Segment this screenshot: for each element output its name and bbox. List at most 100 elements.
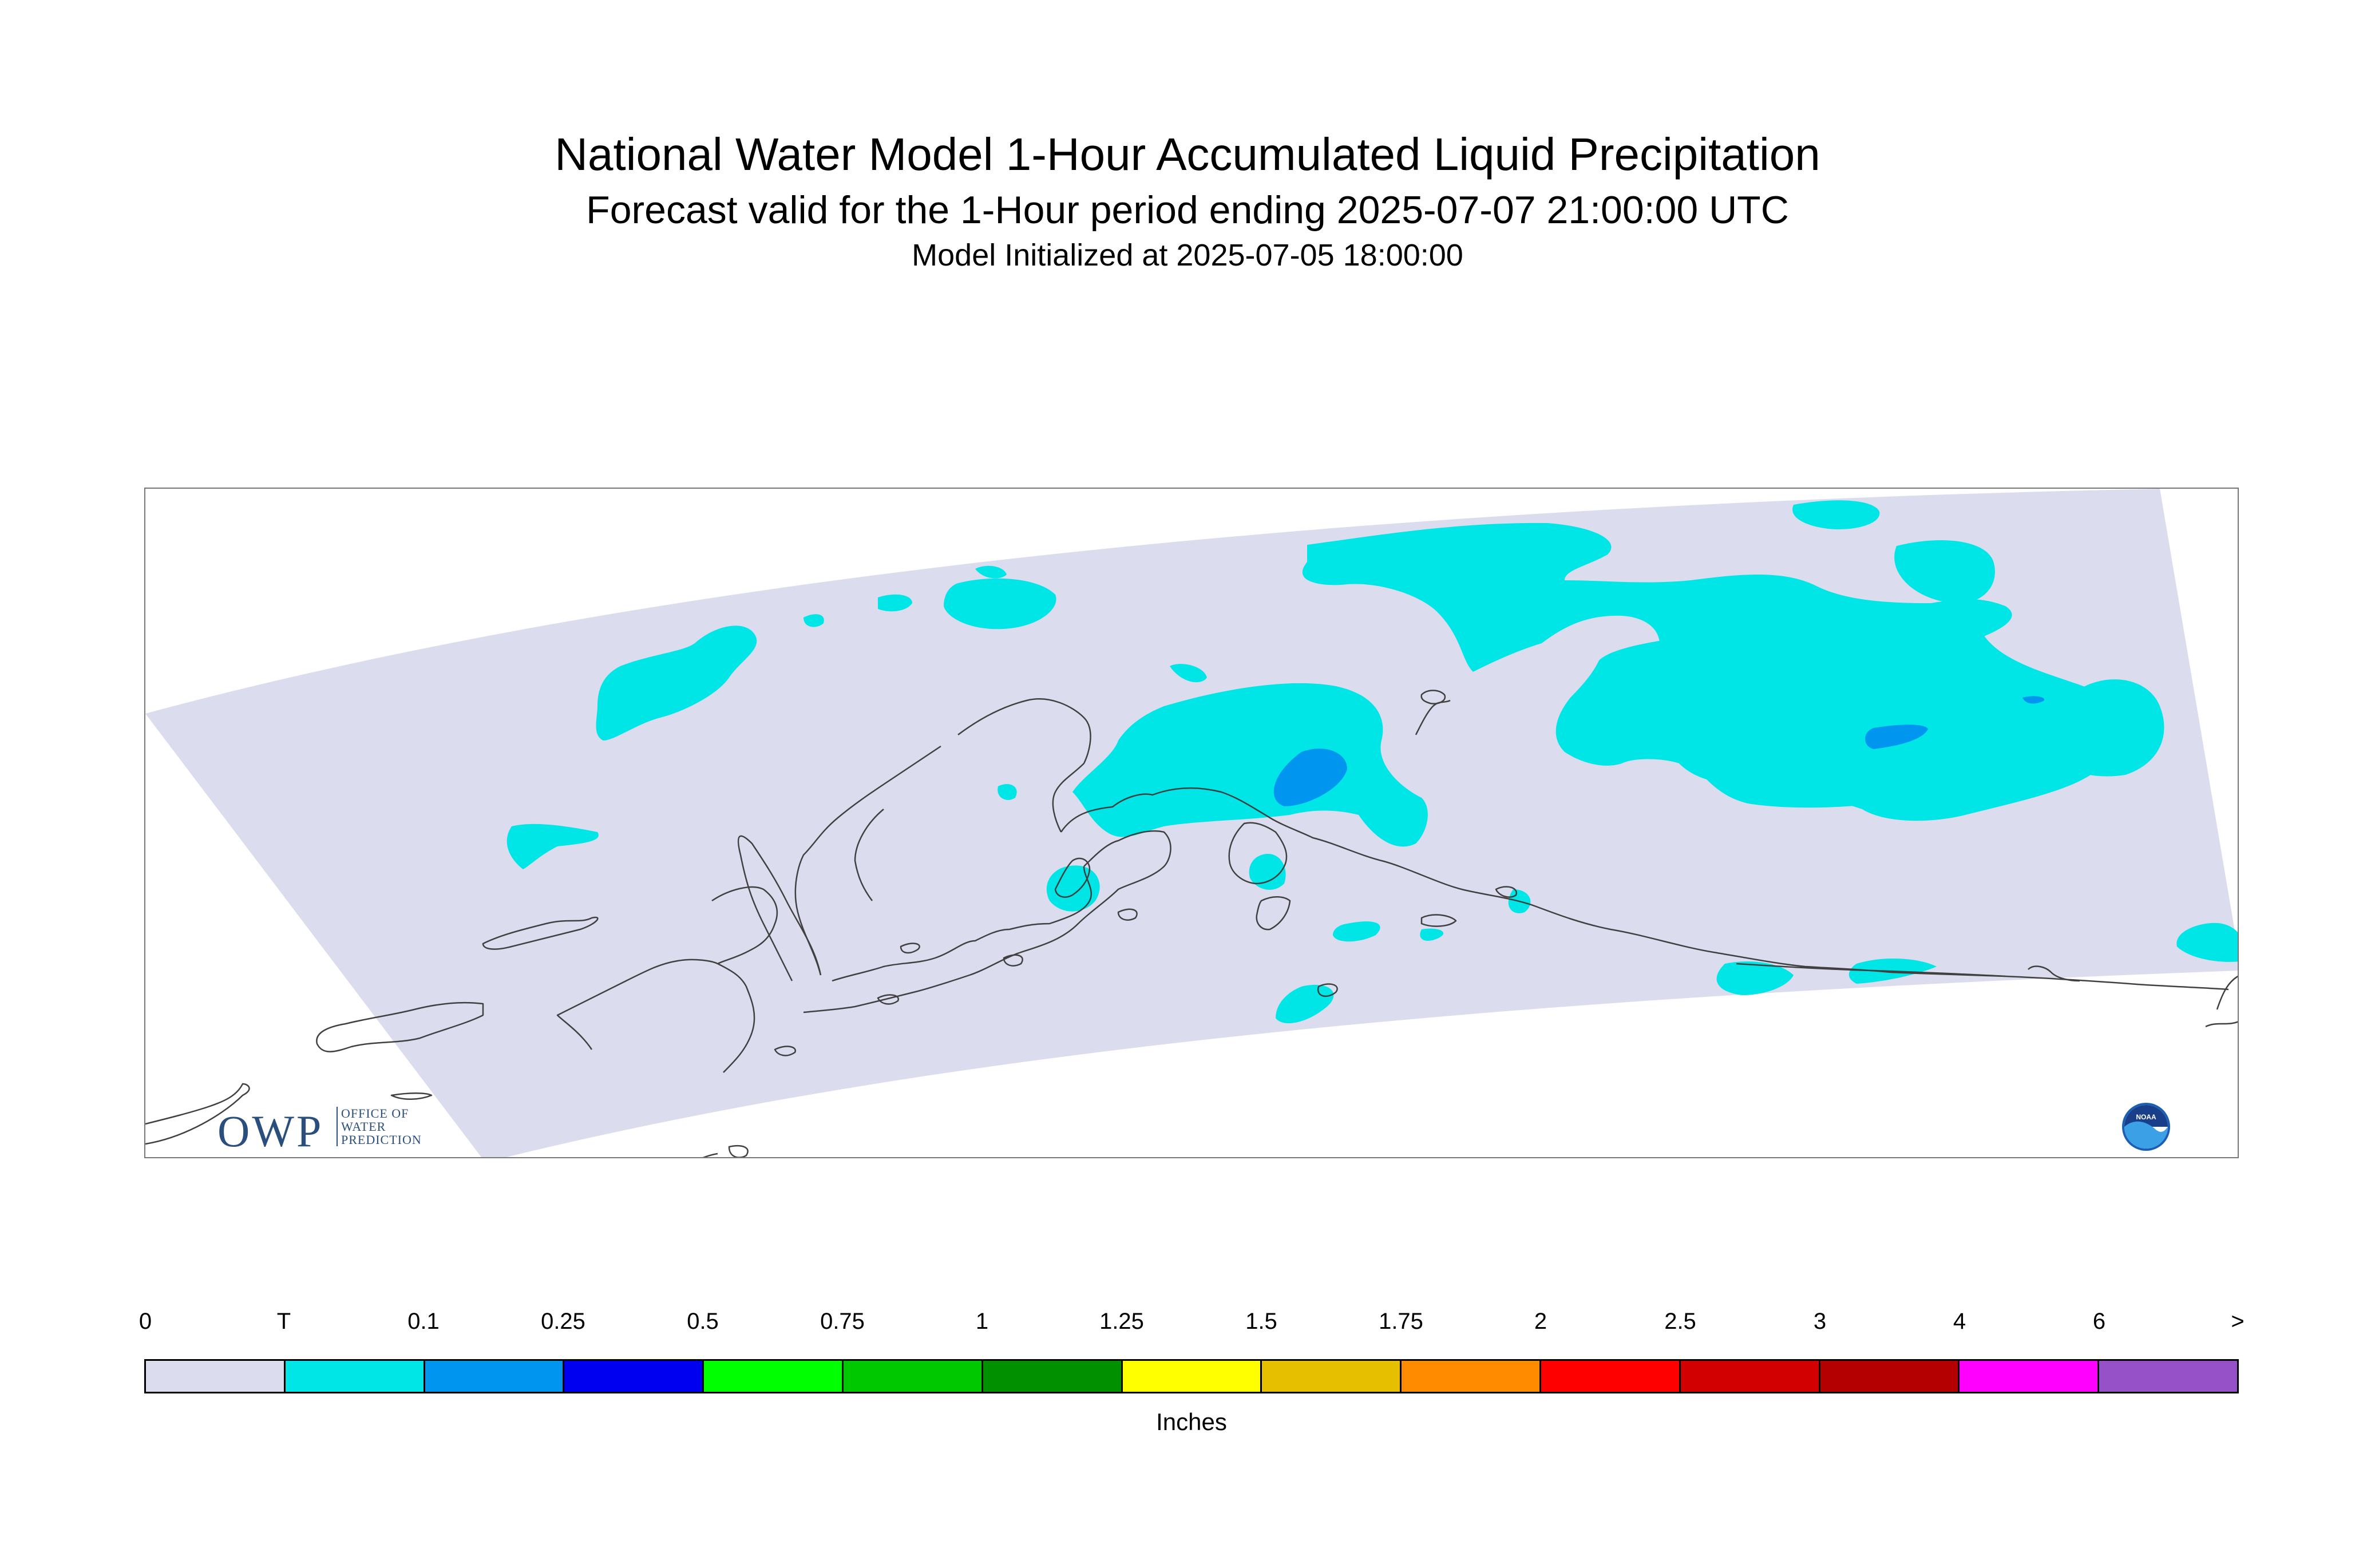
legend-color-box: [2099, 1361, 2237, 1392]
map-panel[interactable]: OWP OFFICE OF WATER PREDICTION NOAA: [144, 488, 2239, 1158]
coastline: [711, 886, 778, 965]
legend-color-box: [425, 1361, 565, 1392]
coastline: [1317, 983, 1338, 997]
coastline: [737, 835, 822, 981]
owp-logo-line: OFFICE OF: [341, 1106, 409, 1120]
legend-color-box: [1122, 1361, 1262, 1392]
legend-tick-label: 0.25: [541, 1309, 585, 1334]
owp-logo-line: PREDICTION: [341, 1133, 422, 1147]
coastline: [803, 830, 1171, 1013]
light-precip-areas: [1273, 696, 2045, 806]
coastline: [728, 1145, 749, 1157]
coastline: [316, 1001, 484, 1052]
legend-color-box: [1402, 1361, 1541, 1392]
legend-tick-label: 1.5: [1245, 1309, 1277, 1334]
precip-area: [878, 594, 912, 612]
legend-color-box: [1262, 1361, 1402, 1392]
coastline: [1495, 886, 1517, 898]
noaa-logo: NOAA: [2122, 1103, 2170, 1151]
coastline: [482, 916, 599, 950]
model-init-line: Model Initialized at 2025-07-05 18:00:00: [912, 238, 1463, 272]
legend-tick-label: 0: [138, 1309, 152, 1334]
precip-area: [1792, 500, 1880, 529]
legend-tick-label: 2: [1534, 1309, 1547, 1334]
coastline: [1256, 896, 1291, 930]
coastline: [2205, 1021, 2238, 1028]
legend-color-box: [983, 1361, 1123, 1392]
map-subtitle: Forecast valid for the 1-Hour period end…: [586, 188, 1789, 232]
coastline: [1060, 787, 2006, 977]
coastline: [1420, 690, 1446, 704]
legend-color-box: [843, 1361, 983, 1392]
coastline: [1736, 963, 2229, 991]
coastline: [1415, 699, 1451, 735]
legend-tick-label: 1.75: [1379, 1309, 1423, 1334]
precip-area: [1894, 540, 1995, 603]
precip-area: [2176, 922, 2238, 962]
legend-tick-label: 3: [1813, 1309, 1827, 1334]
legend-color-box: [1541, 1361, 1681, 1392]
color-legend: 0 T 0.1 0.25 0.5 0.75 1 1.25 1.5 1.75 2 2.5 3 4 6 > Inc…: [139, 1308, 2245, 1456]
coastline: [702, 1153, 718, 1157]
legend-tick-label: 2.5: [1664, 1309, 1696, 1334]
owp-logo-line: WATER: [341, 1119, 386, 1134]
coastline: [390, 1092, 433, 1100]
coastline: [1117, 908, 1138, 921]
legend-color-bar: [144, 1359, 2239, 1393]
legend-units: Inches: [1156, 1408, 1227, 1435]
coastline: [1054, 857, 1091, 898]
precip-area: [1555, 609, 2117, 821]
precip-area: [1333, 921, 1380, 942]
legend-color-box: [1960, 1361, 2100, 1392]
precip-area: [1208, 751, 1225, 767]
coastline: [832, 866, 1092, 982]
precip-area: [2022, 696, 2045, 704]
precip-area: [1716, 961, 1794, 995]
noaa-logo-text: NOAA: [2136, 1113, 2156, 1121]
legend-color-box: [564, 1361, 704, 1392]
coastlines: [145, 690, 2238, 1157]
legend-color-box: [704, 1361, 844, 1392]
legend-tick-label: T: [276, 1309, 291, 1334]
precip-area: [596, 625, 757, 741]
precip-area: [998, 784, 1017, 800]
coastline: [774, 1046, 796, 1056]
coastline: [1228, 822, 1288, 885]
legend-tick-label: 1: [975, 1309, 989, 1334]
precip-area: [2036, 679, 2164, 777]
owp-logo: OWP OFFICE OF WATER PREDICTION: [217, 1106, 421, 1157]
legend-color-box: [285, 1361, 425, 1392]
owp-logo-text: OWP: [217, 1106, 324, 1156]
precip-area: [1170, 664, 1207, 683]
coastline: [877, 994, 899, 1005]
legend-tick-label: 1.25: [1099, 1309, 1144, 1334]
precip-area: [506, 823, 599, 869]
map-title: National Water Model 1-Hour Accumulated …: [555, 129, 1820, 180]
precip-area: [1072, 683, 1428, 847]
precip-area: [944, 578, 1056, 629]
coastline: [2028, 965, 2080, 982]
legend-tick-label: >: [2231, 1309, 2245, 1334]
coastline: [957, 698, 1091, 833]
precipitation-map: [145, 489, 2238, 1157]
legend-tick-label: 0.1: [407, 1309, 440, 1334]
legend-tick-label: 0.75: [820, 1309, 865, 1334]
coastline: [1420, 914, 1457, 927]
precip-area: [803, 614, 824, 627]
legend-color-box: [1820, 1361, 1960, 1392]
legend-tick-label: 6: [2092, 1309, 2106, 1334]
legend-tick-label: 0.5: [687, 1309, 719, 1334]
coastline: [900, 943, 920, 954]
precip-area: [975, 565, 1007, 579]
coastline: [145, 1083, 250, 1145]
trace-precip-areas: [506, 500, 2238, 1024]
coastline: [1003, 954, 1023, 967]
coastline: [794, 745, 941, 976]
legend-color-box: [1680, 1361, 1820, 1392]
precip-area: [1865, 724, 1928, 749]
precip-area: [1249, 854, 1286, 890]
coastline: [2216, 975, 2238, 1010]
legend-tick-label: 4: [1953, 1309, 1966, 1334]
legend-color-box: [146, 1361, 286, 1392]
coastline: [556, 959, 755, 1073]
